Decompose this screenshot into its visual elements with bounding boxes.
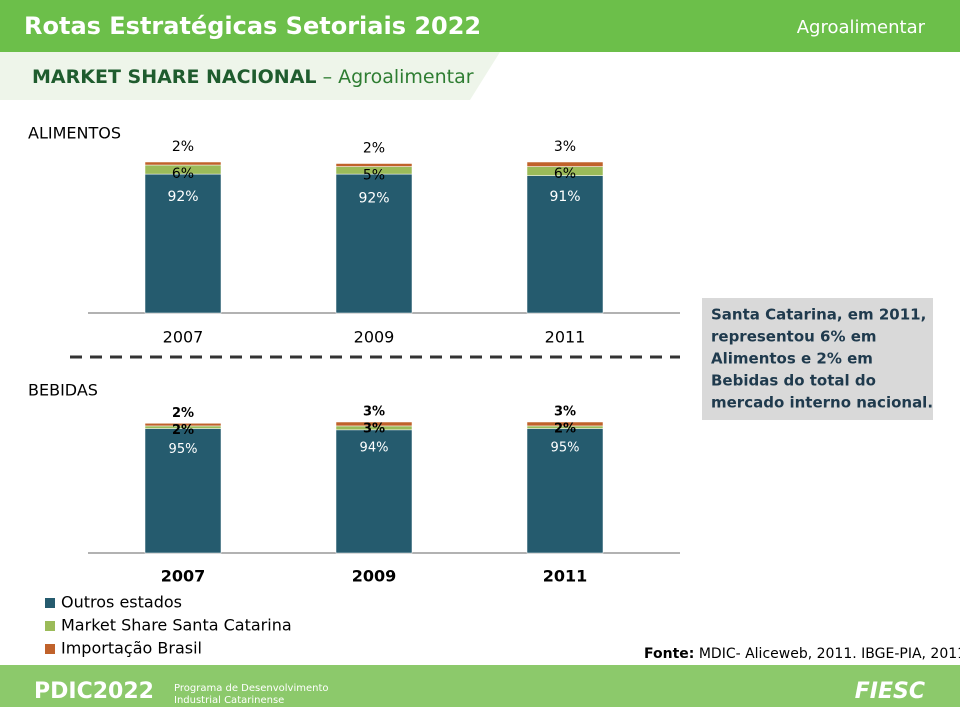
data-label: 2%: [172, 423, 194, 438]
data-label: 3%: [554, 405, 576, 420]
x-tick-label: 2007: [163, 328, 204, 347]
source: Fonte: MDIC- Aliceweb, 2011. IBGE-PIA, 2…: [644, 646, 960, 662]
data-label: 92%: [167, 189, 198, 205]
source-text: MDIC- Aliceweb, 2011. IBGE-PIA, 2011.: [699, 646, 960, 662]
footer-program: Industrial Catarinense: [174, 695, 284, 706]
bar-segment: [335, 173, 413, 314]
legend-label: Outros estados: [61, 593, 182, 612]
data-label: 2%: [172, 139, 194, 155]
data-label: 3%: [554, 139, 576, 155]
data-label: 92%: [358, 191, 389, 207]
x-tick-label: 2011: [543, 567, 588, 586]
header-band: [0, 0, 960, 52]
footer-org: FIESC: [855, 679, 925, 704]
x-tick-label: 2009: [354, 328, 395, 347]
note-box: [702, 298, 933, 420]
bar-segment: [144, 428, 222, 554]
subtitle: MARKET SHARE NACIONAL – Agroalimentar: [32, 66, 474, 88]
legend-label: Importação Brasil: [61, 639, 202, 658]
bar-segment: [144, 173, 222, 314]
chart-title: ALIMENTOS: [28, 124, 121, 143]
data-label: 2%: [363, 141, 385, 157]
legend-swatch: [45, 621, 55, 631]
note-line: Bebidas do total do: [711, 372, 876, 390]
note-line: representou 6% em: [711, 328, 877, 346]
legend-swatch: [45, 644, 55, 654]
note: Santa Catarina, em 2011, representou 6% e…: [711, 306, 933, 412]
bar-segment: [144, 161, 222, 166]
data-label: 2%: [554, 422, 576, 437]
bar-segment: [526, 421, 604, 427]
bar-segment: [526, 175, 604, 314]
x-tick-label: 2009: [352, 567, 397, 586]
subtitle-band: [0, 52, 500, 100]
source-label: Fonte:: [644, 646, 694, 662]
bar-segment: [144, 423, 222, 427]
note-line: Alimentos e 2% em: [711, 350, 873, 368]
x-tick-label: 2011: [545, 328, 586, 347]
legend-label: Market Share Santa Catarina: [61, 616, 292, 635]
data-label: 2%: [172, 406, 194, 421]
bar-segment: [335, 421, 413, 427]
data-label: 3%: [363, 405, 385, 420]
footer-program: Programa de Desenvolvimento: [174, 683, 329, 694]
data-label: 5%: [363, 168, 385, 184]
data-label: 6%: [554, 166, 576, 182]
data-label: 95%: [169, 442, 198, 457]
data-label: 6%: [172, 166, 194, 182]
header-title: Rotas Estratégicas Setoriais 2022: [24, 12, 481, 40]
bar-segment: [335, 163, 413, 167]
data-label: 91%: [549, 189, 580, 205]
note-line: mercado interno nacional.: [711, 394, 933, 412]
legend-swatch: [45, 598, 55, 608]
bar-segment: [335, 429, 413, 554]
chart-title: BEBIDAS: [28, 381, 98, 400]
data-label: 95%: [551, 441, 580, 456]
data-label: 94%: [360, 441, 389, 456]
footer-band: [0, 665, 960, 707]
x-tick-label: 2007: [161, 567, 206, 586]
footer-brand: PDIC2022: [34, 679, 154, 704]
bar-segment: [526, 161, 604, 167]
subtitle-main: MARKET SHARE NACIONAL: [32, 66, 317, 88]
note-line: Santa Catarina, em 2011,: [711, 306, 926, 324]
data-label: 3%: [363, 422, 385, 437]
subtitle-rest: – Agroalimentar: [323, 66, 474, 88]
header-sector: Agroalimentar: [797, 17, 926, 38]
bar-segment: [526, 428, 604, 554]
